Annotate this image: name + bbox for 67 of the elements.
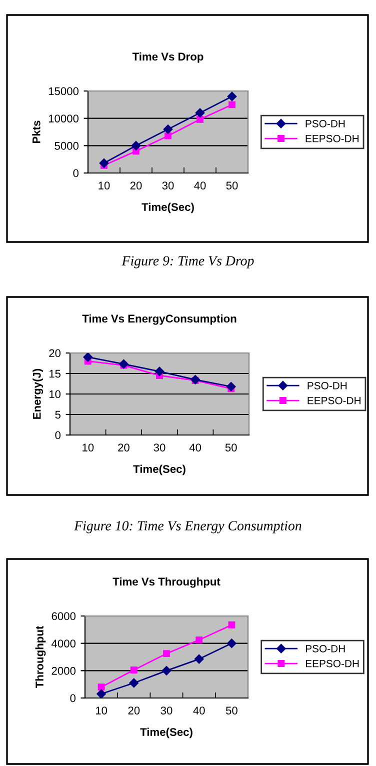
caption: Figure 9: Time Vs Drop [122, 256, 254, 268]
point [99, 158, 109, 168]
x-tick-label: 40 [193, 706, 205, 714]
x-tick-label: 30 [154, 444, 166, 452]
chart-title: Time Vs Drop [132, 52, 204, 63]
y-tick-label: 2000 [52, 666, 76, 675]
y-axis-title: Energy(J) [32, 368, 44, 419]
chart-title: Time Vs EnergyConsumption [82, 314, 236, 325]
y-tick-label: 5 [55, 410, 61, 419]
point [163, 650, 170, 658]
legend-label: PSO-DH [308, 382, 347, 390]
point [98, 684, 105, 691]
legend-label: EEPSO-DH [308, 396, 360, 404]
y-tick-label: 4000 [52, 640, 76, 648]
y-tick-label: 6000 [52, 612, 76, 620]
point [154, 366, 164, 376]
y-axis-title: Throughput [35, 626, 46, 688]
x-tick-label: 20 [118, 444, 130, 452]
legend-label: EEPSO-DH [306, 134, 359, 142]
x-tick-label: 20 [130, 182, 142, 190]
x-tick-label: 50 [225, 444, 237, 452]
x-tick-label: 10 [82, 444, 94, 452]
point [119, 359, 128, 369]
y-axis-title: Pkts [32, 120, 40, 143]
y-tick-label: 15000 [48, 87, 79, 96]
point [129, 678, 139, 688]
y-tick-label: 10 [49, 390, 61, 398]
point [194, 654, 204, 664]
caption: Figure 10: Time Vs Energy Consumption [74, 521, 302, 534]
point [227, 92, 237, 102]
x-tick-label: 40 [194, 182, 206, 190]
x-tick-label: 40 [189, 444, 202, 452]
y-tick-label: 10000 [48, 114, 79, 122]
x-tick-label: 30 [162, 182, 174, 190]
x-tick-label: 10 [98, 182, 110, 190]
point [226, 382, 236, 392]
point [96, 689, 106, 698]
point [162, 666, 172, 676]
point [227, 638, 236, 648]
x-tick-label: 20 [128, 706, 140, 714]
x-tick-label: 10 [96, 706, 108, 714]
point [164, 132, 172, 140]
point [196, 636, 203, 644]
point [228, 101, 236, 108]
x-tick-label: 50 [226, 706, 238, 714]
y-tick-label: 0 [70, 694, 76, 702]
x-tick-label: 30 [160, 706, 172, 714]
y-tick-label: 0 [55, 431, 61, 440]
point [196, 116, 204, 123]
point [83, 353, 93, 362]
point [228, 621, 236, 628]
legend-label: PSO-DH [306, 644, 345, 652]
y-tick-label: 20 [49, 349, 61, 358]
point [163, 124, 173, 134]
y-tick-label: 15 [49, 370, 61, 378]
y-tick-label: 5000 [54, 142, 79, 150]
chart-title: Time Vs Throughput [112, 577, 220, 588]
legend-label: EEPSO-DH [306, 660, 359, 668]
y-tick-label: 0 [73, 169, 79, 178]
legend-label: PSO-DH [306, 120, 345, 128]
point [131, 141, 141, 150]
x-tick-label: 50 [226, 182, 238, 190]
x-axis-title: Time(Sec) [140, 728, 192, 738]
point [130, 666, 138, 674]
x-axis-title: Time(Sec) [142, 202, 194, 214]
x-axis-title: Time(Sec) [133, 464, 186, 476]
point [195, 108, 205, 118]
